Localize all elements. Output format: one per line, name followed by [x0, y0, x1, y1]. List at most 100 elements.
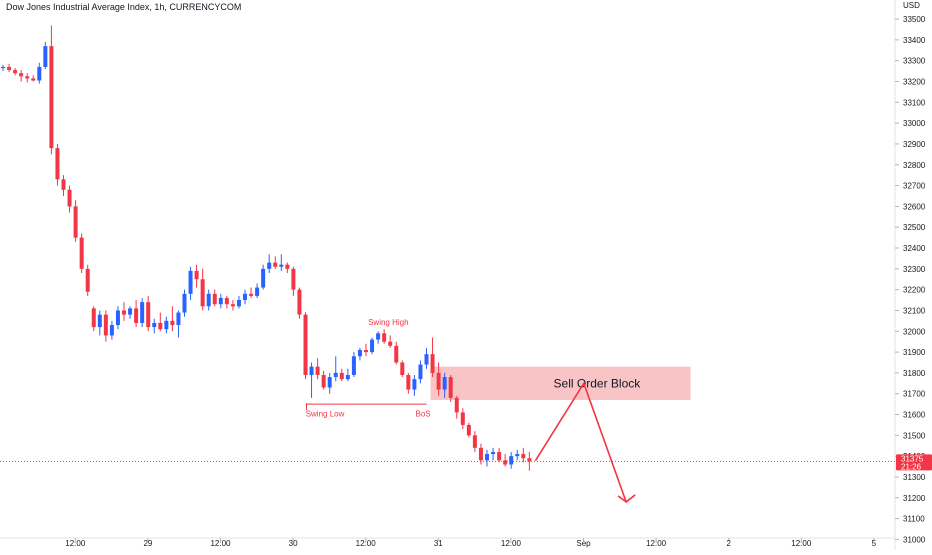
current-price-tag	[896, 454, 932, 471]
candle-body	[527, 458, 532, 462]
y-tick-label: 32700	[903, 182, 926, 191]
y-tick-label: 32100	[903, 306, 926, 315]
candle-body	[206, 293, 211, 307]
candle-body	[273, 262, 278, 267]
swing-low-label: Swing Low	[306, 409, 345, 418]
chart-title: Dow Jones Industrial Average Index, 1h, …	[6, 2, 242, 12]
candle-body	[85, 268, 90, 292]
candle-body	[303, 314, 308, 375]
candle-body	[485, 454, 489, 461]
candle-body	[182, 293, 187, 313]
y-tick-label: 33500	[903, 15, 926, 24]
candle-body	[454, 397, 459, 413]
x-tick-label: 31	[434, 539, 443, 548]
bos-label: BoS	[416, 409, 431, 418]
candle-body	[55, 148, 60, 180]
sell-order-block-zone	[430, 366, 691, 400]
candle-body	[406, 374, 411, 390]
candle-body	[478, 447, 483, 461]
projection-arrow-head	[617, 494, 636, 503]
candle-body	[394, 345, 399, 363]
candle-body	[230, 304, 235, 307]
candle-body	[400, 362, 405, 375]
y-tick-label: 33300	[903, 57, 926, 66]
candle-body	[333, 372, 338, 378]
candle-body	[315, 366, 320, 375]
swing-high-label: Swing High	[368, 318, 408, 327]
candle-body	[13, 70, 18, 74]
candle-body	[424, 354, 429, 365]
x-tick-label: 12:00	[210, 539, 231, 548]
candle-body	[364, 350, 368, 353]
candle-body	[497, 451, 502, 461]
candle-body	[261, 268, 266, 288]
candle-body	[460, 412, 465, 425]
candle-body	[49, 46, 54, 149]
candle-body	[388, 341, 393, 346]
y-tick-label: 33000	[903, 119, 926, 128]
y-tick-label: 31500	[903, 431, 926, 440]
y-tick-label: 32200	[903, 286, 926, 295]
candle-body	[418, 364, 423, 380]
candle-body	[67, 189, 72, 207]
candle-body	[442, 377, 447, 390]
x-tick-label: 5	[872, 539, 877, 548]
y-tick-label: 31700	[903, 390, 926, 399]
candle-body	[218, 297, 223, 305]
current-price-countdown: 21:26	[901, 462, 922, 471]
candle-body	[103, 314, 108, 336]
candle-body	[212, 293, 217, 305]
y-tick-label: 32900	[903, 140, 926, 149]
candle-body	[19, 73, 24, 77]
candle-body	[200, 279, 205, 307]
candle-body	[309, 366, 314, 375]
candle-body	[188, 270, 193, 294]
x-tick-label: 12:00	[65, 539, 86, 548]
candle-body	[291, 268, 296, 290]
candle-body	[115, 310, 120, 326]
candle-body	[357, 350, 362, 357]
candle-body	[140, 302, 145, 323]
y-tick-label: 31600	[903, 411, 926, 420]
candle-body	[194, 270, 199, 280]
candle-body	[515, 454, 520, 457]
x-tick-label: 12:00	[791, 539, 812, 548]
candle-body	[430, 354, 435, 373]
projection-path	[534, 382, 627, 503]
candle-body	[236, 300, 241, 307]
y-tick-label: 33200	[903, 78, 926, 87]
candle-body	[164, 320, 169, 330]
x-tick-label: 29	[143, 539, 152, 548]
candle-body	[491, 451, 496, 455]
candle-body	[97, 314, 102, 328]
candle-body	[339, 372, 344, 380]
y-tick-label: 31000	[903, 535, 926, 544]
y-tick-label: 32300	[903, 265, 926, 274]
candle-body	[128, 308, 133, 315]
y-tick-label: 32000	[903, 327, 926, 336]
y-tick-label: 32400	[903, 244, 926, 253]
candle-body	[43, 46, 48, 67]
y-tick-label: 32600	[903, 202, 926, 211]
x-tick-label: 12:00	[646, 539, 667, 548]
candle-body	[37, 66, 42, 81]
candle-body	[122, 310, 126, 315]
candle-body	[436, 372, 441, 390]
x-tick-label: 30	[289, 539, 298, 548]
candle-body	[249, 293, 254, 296]
y-tick-label: 31200	[903, 494, 926, 503]
candle-body	[243, 293, 247, 301]
y-tick-label: 31900	[903, 348, 926, 357]
y-tick-label: 31800	[903, 369, 926, 378]
candle-body	[297, 289, 302, 315]
candle-body	[91, 308, 96, 328]
sell-order-block-label: Sell Order Block	[554, 376, 642, 390]
candle-body	[279, 264, 284, 267]
x-tick-label: 12:00	[501, 539, 522, 548]
x-tick-label: 12:00	[356, 539, 377, 548]
candle-body	[170, 320, 175, 326]
candle-body	[382, 333, 387, 342]
candle-body	[351, 356, 356, 375]
